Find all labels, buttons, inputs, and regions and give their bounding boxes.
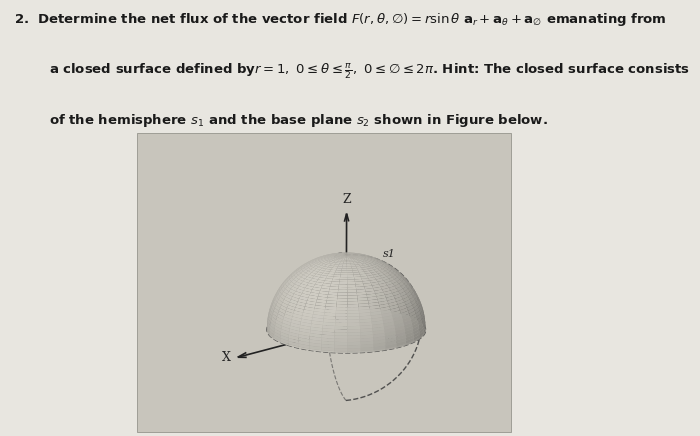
Text: a closed surface defined by$r = 1,\ 0 \leq \theta \leq \frac{\pi}{2},\ 0 \leq \e: a closed surface defined by$r = 1,\ 0 \l… xyxy=(49,61,690,81)
Text: of the hemisphere $s_1$ and the base plane $s_2$ shown in Figure below.: of the hemisphere $s_1$ and the base pla… xyxy=(49,112,548,129)
Text: 2.  Determine the net flux of the vector field $F(r, \theta, \emptyset) = r\sin\: 2. Determine the net flux of the vector … xyxy=(14,11,666,28)
